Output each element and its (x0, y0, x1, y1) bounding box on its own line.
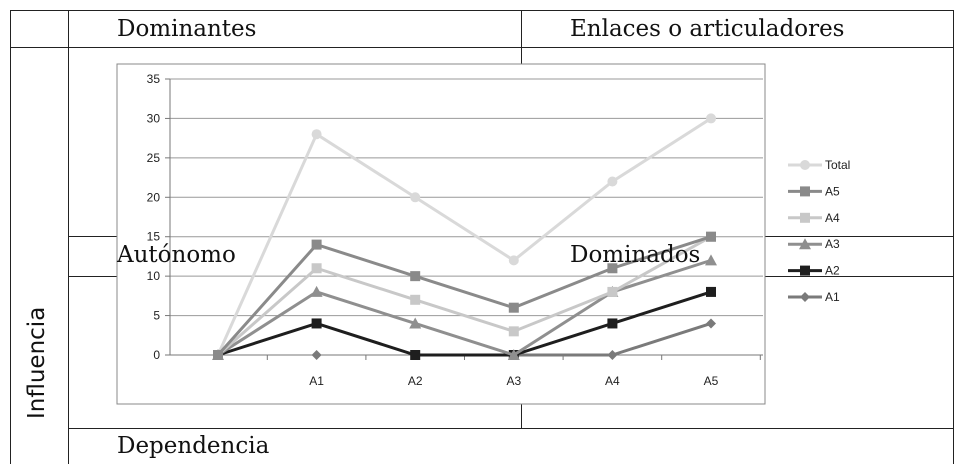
quadrant-label-dependencia: Dependencia (117, 433, 270, 459)
point-A3-5 (705, 254, 717, 266)
point-A4-2 (410, 294, 421, 305)
point-Total-3 (508, 255, 519, 266)
point-A3-2 (409, 317, 422, 329)
legend-label-A1: A1 (825, 290, 840, 304)
point-A4-4 (607, 286, 618, 297)
point-Total-5 (706, 113, 716, 124)
legend-marker-A2 (800, 265, 810, 276)
point-A5-3 (508, 302, 519, 313)
point-A1-4 (607, 350, 618, 360)
quadrant-label-dominados: Dominados (570, 242, 701, 268)
point-Total-2 (410, 192, 421, 203)
legend-marker-A1 (800, 292, 810, 302)
quadrant-label-dominantes: Dominantes (117, 16, 257, 42)
table-border-top (10, 10, 954, 11)
legend-label-Total: Total (825, 158, 850, 172)
xtick-label-A4: A4 (605, 374, 620, 388)
ytick-label-5: 5 (153, 309, 160, 323)
legend-label-A4: A4 (825, 211, 840, 225)
xtick-label-A1: A1 (309, 374, 324, 388)
legend-marker-Total (800, 160, 810, 170)
point-A2-4 (607, 318, 618, 329)
legend-marker-A3 (799, 238, 811, 250)
quadrant-label-enlaces: Enlaces o articuladores (570, 16, 845, 42)
point-A3-3 (507, 349, 520, 360)
xtick-label-A3: A3 (506, 374, 521, 388)
series-A5 (213, 231, 716, 360)
table-col-rule (68, 10, 69, 464)
xtick-label-A2: A2 (408, 374, 423, 388)
point-A5-5 (706, 231, 716, 242)
point-Total-1 (311, 129, 322, 140)
series-line-A2 (217, 290, 712, 357)
table-border-right (953, 10, 954, 464)
point-A1-5 (706, 318, 716, 329)
ytick-label-35: 35 (147, 72, 161, 86)
table-border-left (10, 10, 11, 464)
ytick-label-30: 30 (147, 111, 161, 125)
point-A2-1 (311, 318, 322, 329)
ytick-label-10: 10 (147, 269, 161, 283)
legend-marker-A4 (800, 212, 810, 223)
legend-label-A5: A5 (825, 184, 840, 198)
series-segment-A1-5 (611, 322, 712, 357)
point-A5-4 (607, 263, 618, 274)
bottom-row-rule (68, 428, 954, 429)
series-line-A5 (216, 235, 712, 356)
ytick-label-25: 25 (147, 151, 161, 165)
point-A1-1 (311, 350, 322, 360)
ytick-label-20: 20 (147, 190, 161, 204)
xtick-label-A5: A5 (704, 374, 719, 388)
point-A4-3 (508, 326, 519, 337)
series-line-A3 (217, 258, 712, 357)
table-header-rule (10, 47, 954, 48)
legend-label-A3: A3 (825, 237, 840, 251)
series-line-Total (216, 117, 712, 356)
quadrant-label-autonomo: Autónomo (117, 242, 236, 268)
legend-label-A2: A2 (825, 264, 840, 278)
legend-marker-A5 (800, 186, 810, 197)
point-A2-5 (706, 286, 716, 297)
point-A2-2 (410, 350, 421, 360)
point-Total-4 (607, 176, 618, 187)
point-A5-1 (311, 239, 322, 250)
series-line-A4 (217, 235, 712, 357)
ytick-label-15: 15 (147, 230, 161, 244)
point-A4-1 (311, 263, 322, 274)
point-A5-0 (213, 350, 223, 360)
point-A3-1 (310, 285, 323, 297)
ytick-label-0: 0 (153, 348, 160, 362)
point-A5-2 (410, 271, 421, 282)
